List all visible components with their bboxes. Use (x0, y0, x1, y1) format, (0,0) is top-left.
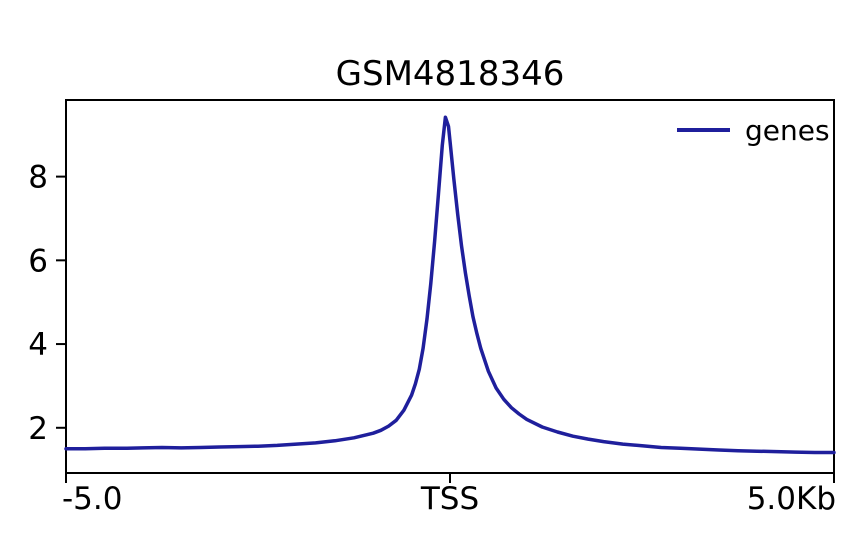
plot-title: GSM4818346 (336, 54, 565, 94)
x-tick-label: -5.0 (62, 481, 123, 517)
x-tick-label: TSS (420, 481, 479, 517)
y-tick-label: 6 (28, 243, 48, 279)
y-axis-ticks: 2 4 6 8 (28, 160, 66, 447)
x-tick-label: 5.0Kb (747, 481, 836, 517)
series-line-genes (64, 115, 836, 455)
y-tick-label: 8 (28, 160, 48, 196)
y-tick-label: 2 (28, 411, 48, 447)
x-axis-ticks: -5.0 TSS 5.0Kb (62, 473, 836, 517)
legend: genes (677, 114, 830, 147)
legend-label: genes (745, 114, 830, 147)
y-tick-label: 4 (28, 327, 48, 363)
